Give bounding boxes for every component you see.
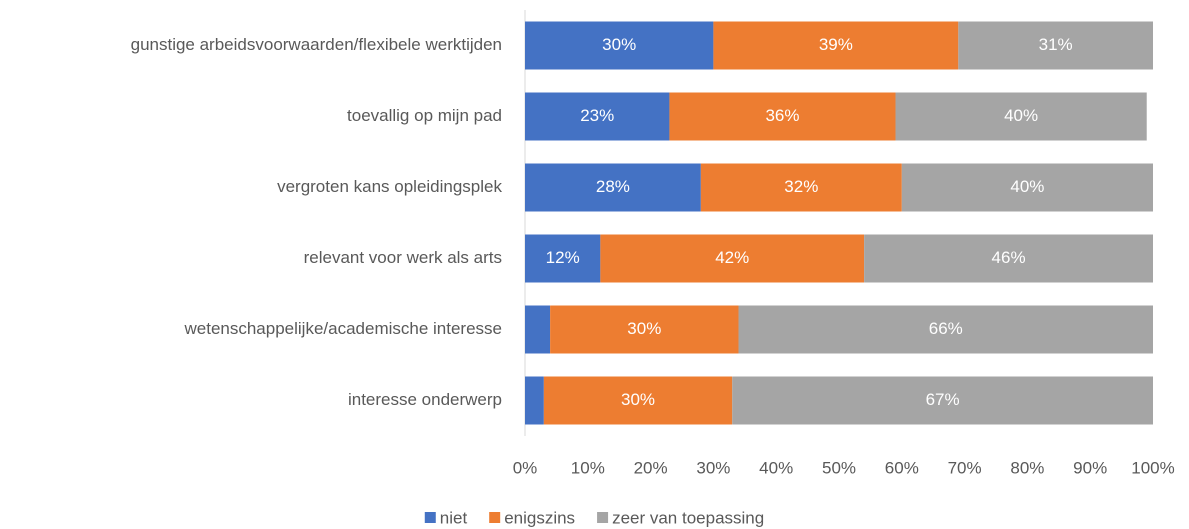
legend-label: enigszins [504,508,575,527]
bar-segment [864,234,1153,283]
x-tick-label: 0% [513,458,538,477]
value-label: 30% [602,35,636,54]
x-tick-label: 90% [1073,458,1107,477]
category-label: interesse onderwerp [348,390,502,409]
bar-segment [525,21,714,70]
value-label: 66% [929,319,963,338]
bar-segment [525,234,601,283]
bar-segment [525,376,544,425]
x-tick-label: 30% [696,458,730,477]
bar-segment [525,92,670,141]
bar-segment [543,376,733,425]
bar-segment [713,21,959,70]
value-label: 36% [765,106,799,125]
x-tick-label: 70% [948,458,982,477]
legend-swatch [489,512,501,523]
x-tick-label: 20% [634,458,668,477]
value-label: 40% [1010,177,1044,196]
bar-segment [700,163,902,212]
legend-label: niet [440,508,468,527]
category-label: vergroten kans opleidingsplek [277,177,502,196]
bar-segment [525,163,701,212]
bar-segment [732,376,1153,425]
value-label: 46% [992,248,1026,267]
category-label: wetenschappelijke/academische interesse [183,319,502,338]
bar-segment [738,305,1153,354]
value-label: 12% [546,248,580,267]
value-label: 67% [926,390,960,409]
value-label: 30% [621,390,655,409]
x-tick-label: 50% [822,458,856,477]
bar-segment [669,92,896,141]
value-label: 32% [784,177,818,196]
legend-swatch [424,512,436,523]
bar-segment [600,234,865,283]
x-tick-label: 100% [1131,458,1174,477]
x-tick-label: 10% [571,458,605,477]
category-label: relevant voor werk als arts [304,248,502,267]
value-label: 40% [1004,106,1038,125]
value-label: 42% [715,248,749,267]
x-tick-label: 80% [1010,458,1044,477]
value-label: 39% [819,35,853,54]
bar-segment [958,21,1153,70]
value-label: 31% [1039,35,1073,54]
bar-segment [525,305,551,354]
x-tick-label: 40% [759,458,793,477]
legend-label: zeer van toepassing [612,508,764,527]
bar-segment [901,163,1153,212]
value-label: 30% [627,319,661,338]
legend-swatch [597,512,609,523]
value-label: 28% [596,177,630,196]
x-tick-label: 60% [885,458,919,477]
bar-segment [895,92,1147,141]
category-label: gunstige arbeidsvoorwaarden/flexibele we… [131,35,502,54]
bar-segment [550,305,739,354]
category-label: toevallig op mijn pad [347,106,502,125]
value-label: 23% [580,106,614,125]
